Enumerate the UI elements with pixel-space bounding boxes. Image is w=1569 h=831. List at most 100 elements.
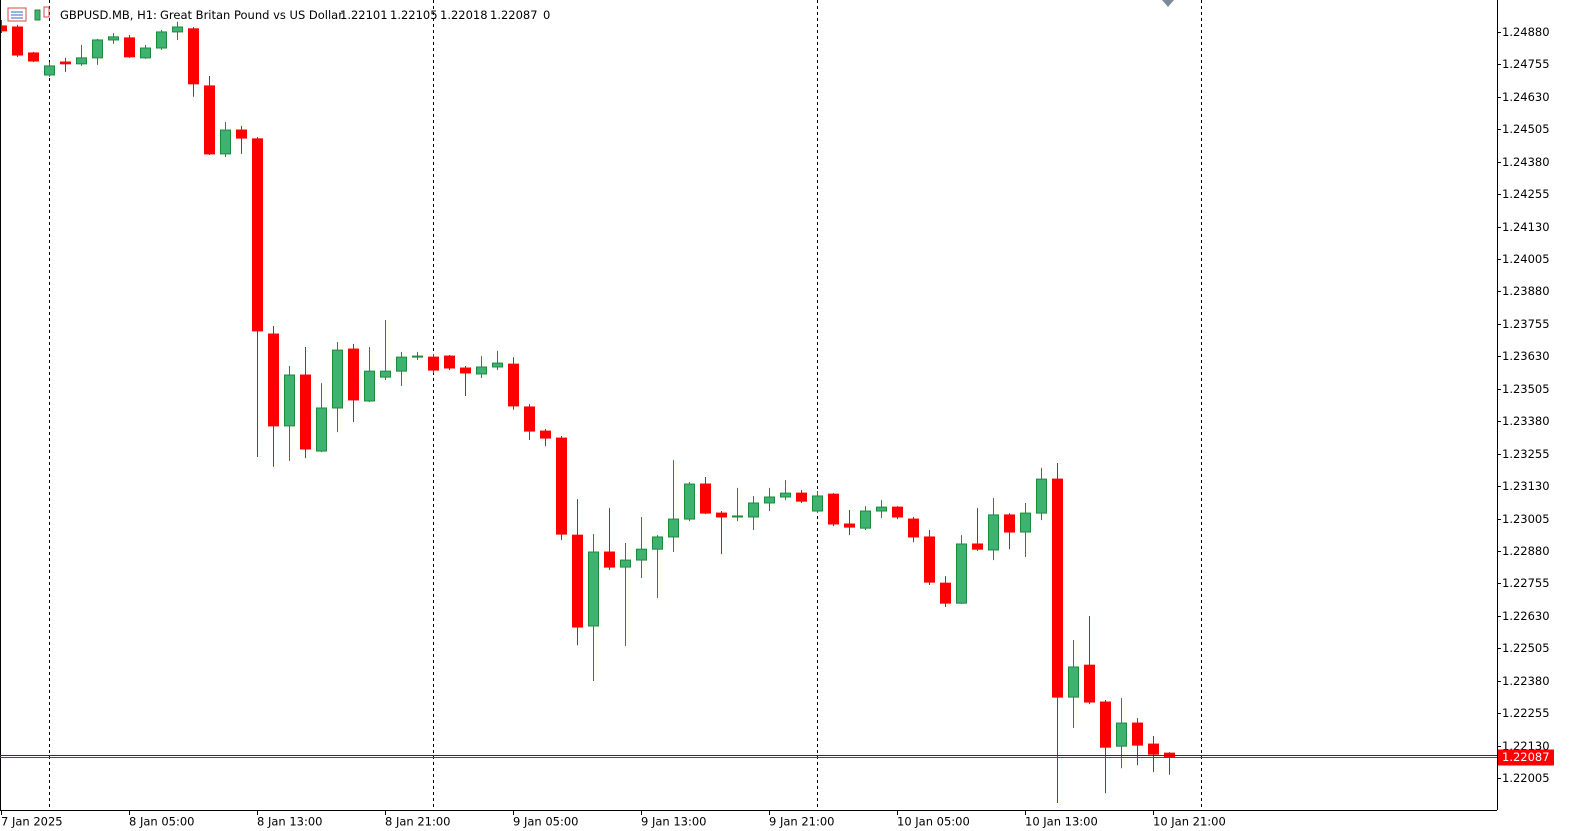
- x-tick-label: 10 Jan 21:00: [1153, 815, 1226, 829]
- separators: [49, 0, 1202, 810]
- candles: [0, 19, 1175, 803]
- header-open: 1.22101: [340, 8, 388, 22]
- x-tick-label: 9 Jan 13:00: [641, 815, 707, 829]
- candle-body: [316, 407, 327, 452]
- candle-body: [1116, 722, 1127, 747]
- header-spread: 0: [543, 8, 550, 22]
- icon: [34, 9, 41, 21]
- candle-body: [732, 515, 743, 518]
- y-tick-label: 1.23755: [1502, 317, 1550, 331]
- candle-body: [460, 367, 471, 374]
- header-close: 1.22087: [490, 8, 538, 22]
- candle-body: [476, 366, 487, 375]
- candle-body: [1100, 701, 1111, 748]
- candle-body: [844, 523, 855, 528]
- y-tick-label: 1.23130: [1502, 479, 1550, 493]
- y-tick-label: 1.23005: [1502, 512, 1550, 526]
- y-tick-label: 1.24380: [1502, 155, 1550, 169]
- candle-body: [828, 493, 839, 525]
- candle-body: [28, 52, 39, 62]
- candle-body: [44, 65, 55, 76]
- symbol: GBPUSD.MB, H1:: [60, 8, 157, 22]
- candle-body: [956, 543, 967, 604]
- candle-body: [652, 536, 663, 550]
- candle-body: [716, 512, 727, 518]
- description: Great Britan Pound vs US Dollar: [160, 8, 343, 22]
- candle-body: [92, 39, 103, 59]
- y-tick-label: 1.24130: [1502, 220, 1550, 234]
- candle-body: [204, 85, 215, 155]
- candle-body: [300, 374, 311, 450]
- header-high: 1.22105: [390, 8, 438, 22]
- candle-body: [236, 129, 247, 139]
- candle-body: [972, 543, 983, 550]
- y-tick-label: 1.22755: [1502, 576, 1550, 590]
- candle-body: [940, 582, 951, 604]
- y-tick-label: 1.22505: [1502, 641, 1550, 655]
- candle-body: [284, 374, 295, 427]
- candle-body: [124, 37, 135, 58]
- candle-body: [572, 534, 583, 628]
- candle-body: [1132, 722, 1143, 746]
- x-tick-label: 8 Jan 13:00: [257, 815, 323, 829]
- candle-body: [860, 510, 871, 529]
- y-tick-label: 1.22630: [1502, 609, 1550, 623]
- y-tick-label: 1.24005: [1502, 252, 1550, 266]
- candle-body: [524, 406, 535, 432]
- candle-body: [876, 506, 887, 512]
- candle-body: [1052, 478, 1063, 698]
- candle-body: [796, 492, 807, 502]
- candle-body: [12, 26, 23, 56]
- candle-body: [780, 492, 791, 498]
- candle-body: [0, 25, 7, 32]
- candle-body: [700, 483, 711, 514]
- candle-body: [156, 31, 167, 49]
- y-tick-label: 1.24505: [1502, 122, 1550, 136]
- candle-body: [1084, 664, 1095, 703]
- x-tick-label: 10 Jan 05:00: [897, 815, 970, 829]
- candle-body: [172, 26, 183, 33]
- x-tick-label: 10 Jan 13:00: [1025, 815, 1098, 829]
- candle-body: [220, 129, 231, 155]
- y-tick-label: 1.23880: [1502, 284, 1550, 298]
- candle-body: [988, 514, 999, 551]
- y-tick-label: 1.22255: [1502, 706, 1550, 720]
- icon: [43, 6, 50, 18]
- candle-body: [748, 502, 759, 518]
- candle-body: [332, 349, 343, 409]
- candle-body: [76, 57, 87, 65]
- x-tick-label: 9 Jan 05:00: [513, 815, 579, 829]
- candle-body: [140, 47, 151, 59]
- x-tick-label: 7 Jan 2025: [1, 815, 63, 829]
- y-tick-label: 1.23505: [1502, 382, 1550, 396]
- candle-body: [348, 348, 359, 401]
- y-tick-label: 1.23630: [1502, 349, 1550, 363]
- y-tick-label: 1.22380: [1502, 674, 1550, 688]
- price-label: 1.22087: [1502, 750, 1550, 764]
- price-label-box: [1498, 749, 1554, 766]
- candle-body: [684, 483, 695, 520]
- y-tick-label: 1.22005: [1502, 771, 1550, 785]
- candle-body: [908, 518, 919, 538]
- y-tick-label: 1.23255: [1502, 447, 1550, 461]
- candle-body: [188, 28, 199, 85]
- candle-body: [1068, 666, 1079, 698]
- candle-body: [364, 370, 375, 402]
- candle-body: [636, 548, 647, 561]
- candle-body: [540, 430, 551, 439]
- candle-body: [268, 333, 279, 427]
- candle-body: [668, 518, 679, 538]
- candle-body: [620, 559, 631, 568]
- x-tick-label: 9 Jan 21:00: [769, 815, 835, 829]
- candle-body: [812, 495, 823, 512]
- candle-body: [108, 36, 119, 41]
- candle-body: [380, 370, 391, 378]
- candle-body: [1020, 512, 1031, 533]
- y-tick-label: 1.24755: [1502, 57, 1550, 71]
- y-tick-label: 1.22880: [1502, 544, 1550, 558]
- x-tick-label: 8 Jan 05:00: [129, 815, 195, 829]
- y-tick-label: 1.24630: [1502, 90, 1550, 104]
- candle-body: [1036, 478, 1047, 514]
